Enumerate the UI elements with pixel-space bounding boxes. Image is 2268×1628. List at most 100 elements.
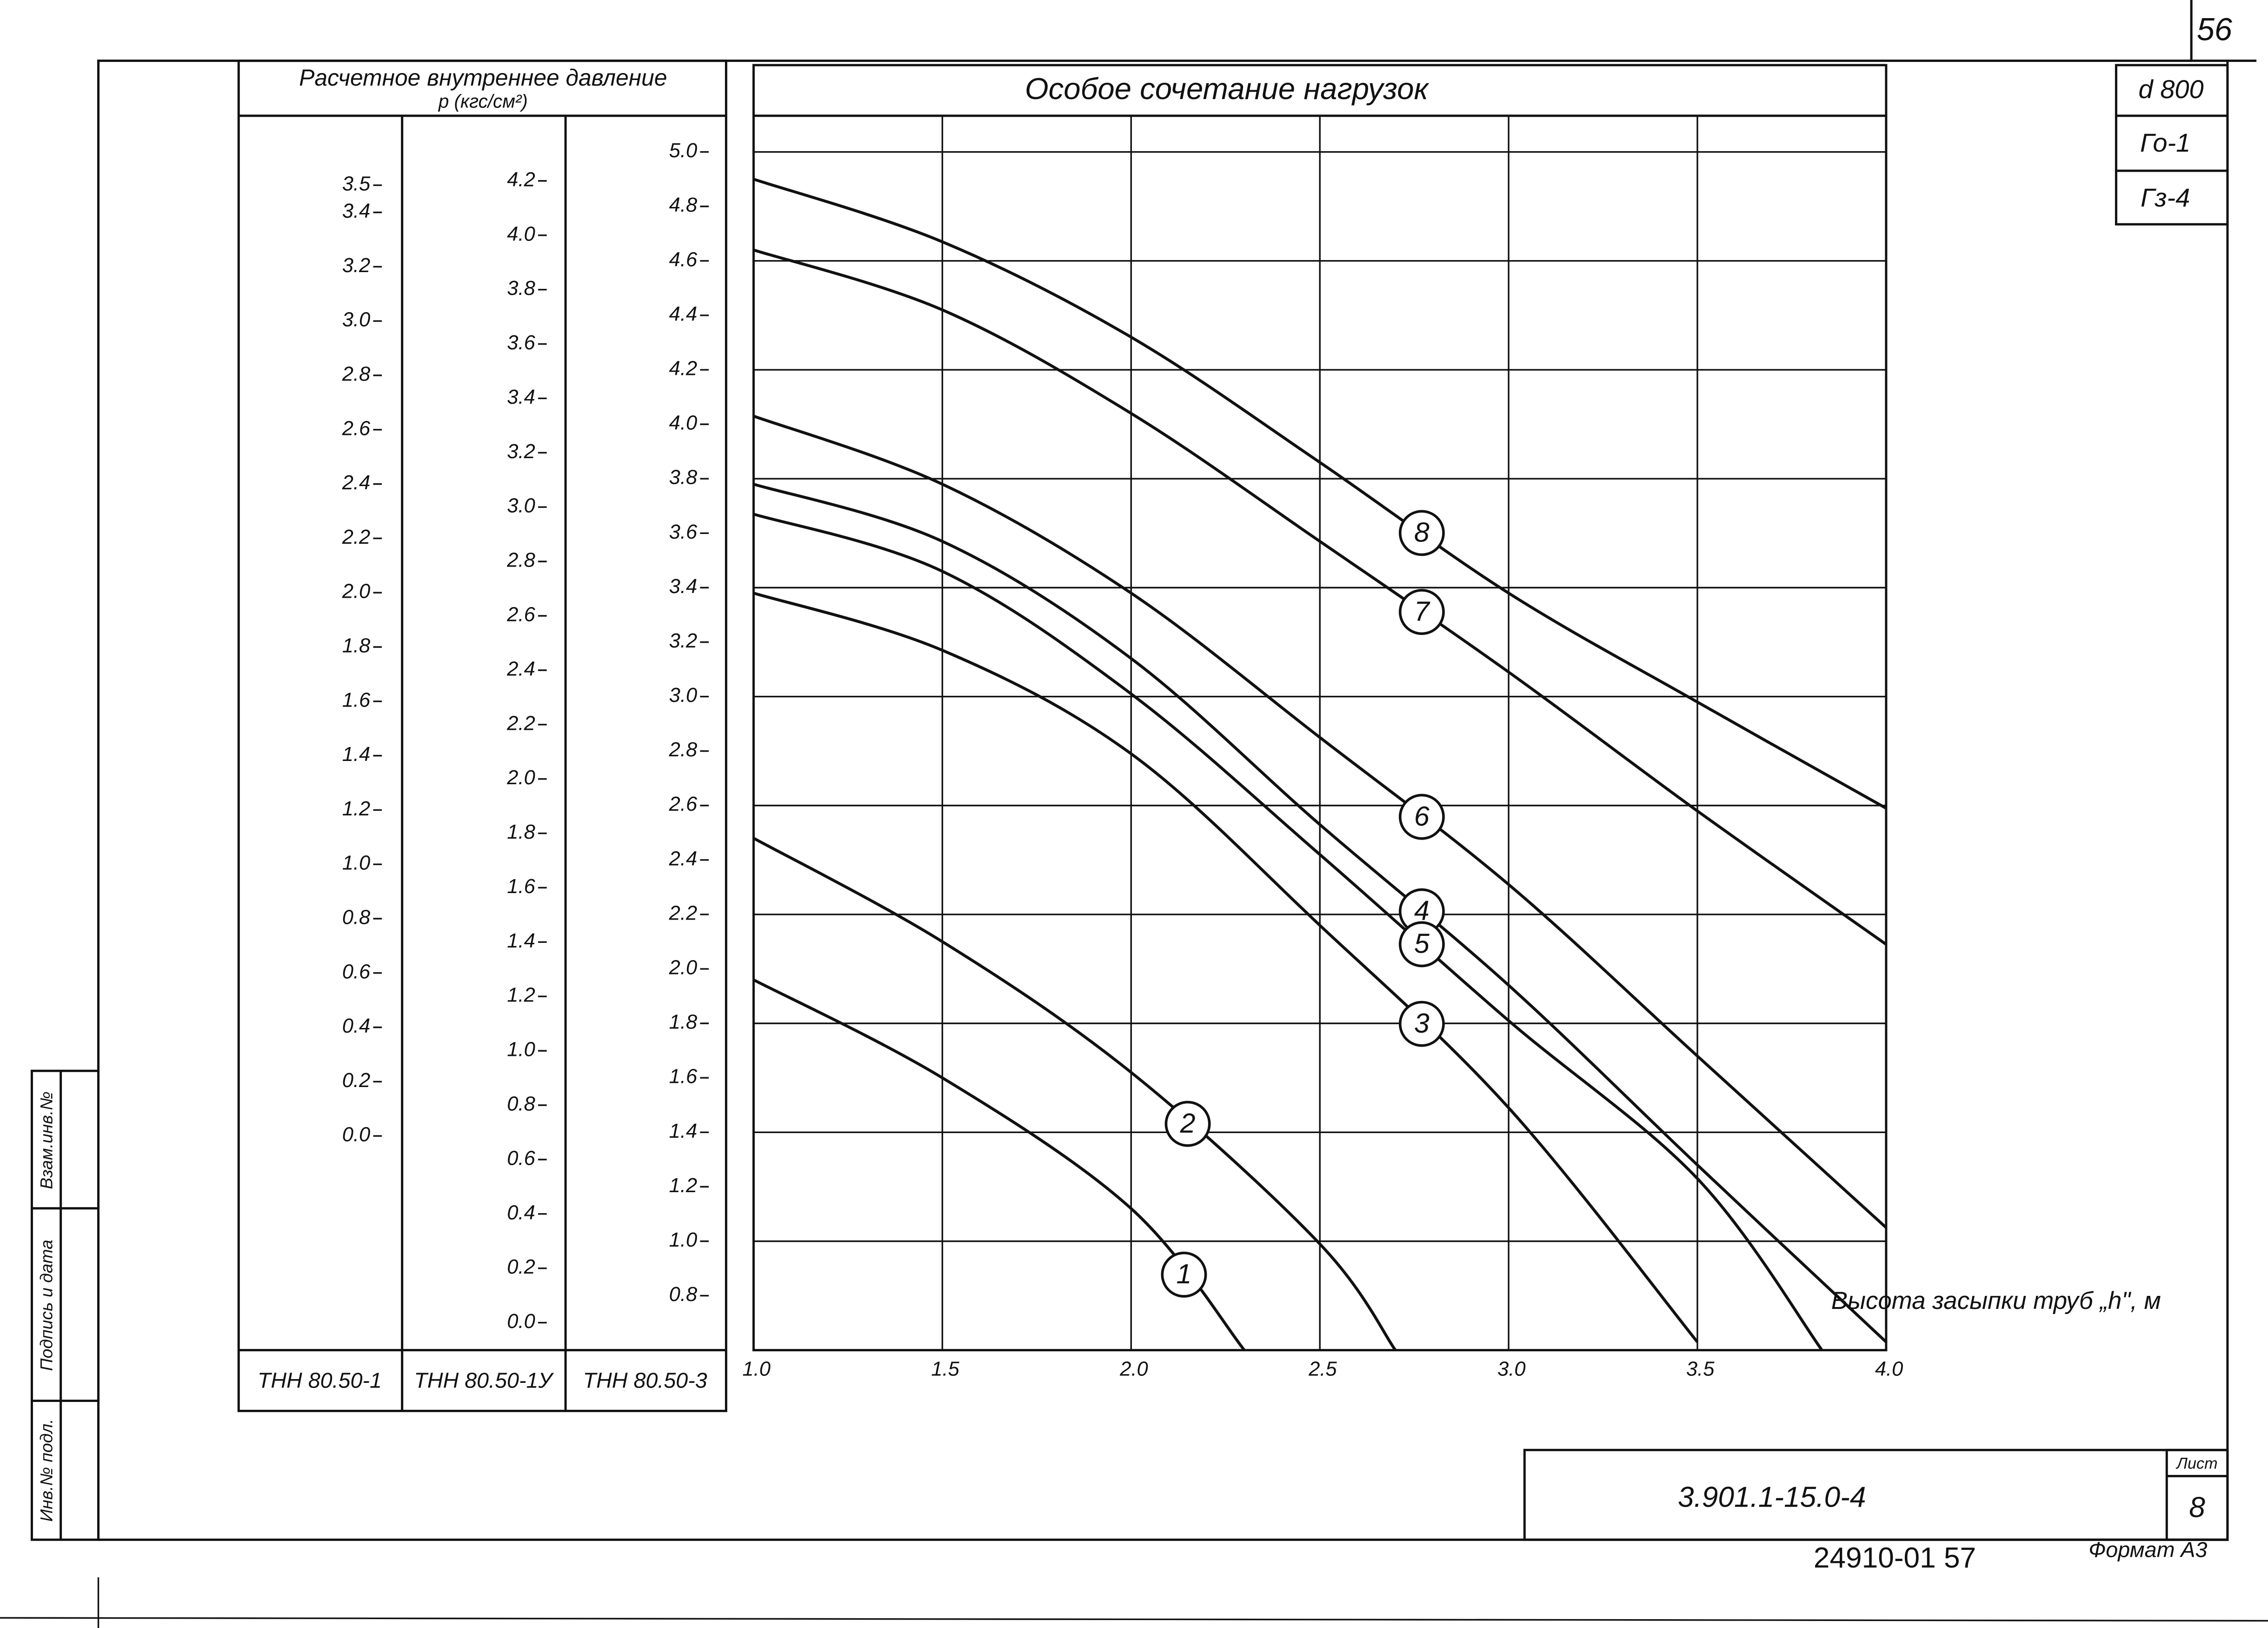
pressure-table [237, 60, 727, 1412]
y-tick-label: 2.8 [342, 363, 371, 386]
x-tick-label: 1.0 [742, 1358, 771, 1381]
y-tick-label: 4.8 [669, 194, 698, 216]
curve [753, 248, 1887, 946]
y-tick-label: 3.0 [342, 309, 371, 331]
curve-label: 2 [1180, 1108, 1196, 1139]
y-tick-label: 1.0 [669, 1229, 698, 1251]
y-tick-label: 0.0 [507, 1310, 535, 1333]
y-tick-label: 2.2 [506, 712, 535, 734]
y-tick-label: 1.8 [342, 635, 371, 657]
curve-label-circle [1161, 1251, 1207, 1298]
curve-label: 8 [1414, 517, 1430, 548]
y-tick-label: 0.2 [342, 1069, 371, 1092]
sheet-number: 8 [2189, 1491, 2205, 1523]
scale-label: ТНН 80.50-3 [583, 1368, 707, 1392]
document-code: 3.901.1-15.0-4 [1678, 1481, 1866, 1514]
y-tick-label: 2.8 [506, 549, 535, 572]
curve-label-circle [1398, 510, 1445, 556]
y-tick-label: 1.2 [669, 1174, 698, 1197]
y-tick-label: 1.2 [507, 984, 535, 1007]
y-tick-label: 0.8 [669, 1283, 698, 1306]
y-tick-label: 3.4 [342, 200, 371, 222]
stamp-label: Взам.инв.№ [37, 1092, 56, 1189]
curve-label-circle [1398, 1001, 1445, 1047]
curve [753, 978, 1246, 1351]
x-tick-label: 4.0 [1875, 1358, 1903, 1381]
tag: Гз-4 [2141, 183, 2190, 212]
y-tick-label: 2.8 [669, 739, 698, 761]
format-label: Формат А3 [2088, 1537, 2207, 1561]
sheet-label: Лист [2176, 1455, 2218, 1472]
x-tick-label: 3.0 [1497, 1358, 1526, 1381]
y-tick-label: 4.4 [669, 303, 698, 325]
y-tick-label: 0.6 [342, 961, 371, 983]
y-tick-label: 3.8 [507, 277, 535, 300]
x-tick-label: 2.5 [1308, 1358, 1337, 1381]
y-tick-label: 0.0 [342, 1124, 371, 1146]
y-tick-label: 1.0 [507, 1039, 535, 1061]
y-tick-label: 2.2 [669, 902, 698, 924]
y-tick-label: 1.6 [507, 875, 535, 898]
y-tick-label: 0.6 [507, 1147, 535, 1169]
y-tick-label: 2.4 [669, 847, 698, 870]
pressure-unit: р (кгс/см²) [438, 91, 528, 112]
x-tick-label: 3.5 [1686, 1358, 1715, 1381]
y-tick-label: 3.8 [669, 467, 698, 489]
y-tick-label: 4.2 [507, 168, 535, 191]
y-tick-label: 3.0 [507, 495, 535, 517]
curve-label: 7 [1414, 595, 1430, 627]
trim-line [0, 1617, 2268, 1622]
curve-label: 3 [1414, 1007, 1430, 1039]
sheet-box [2165, 1448, 2229, 1541]
stamp-label: Подпись и дата [37, 1240, 56, 1371]
y-tick-label: 2.6 [669, 793, 698, 815]
y-tick-label: 1.6 [342, 689, 371, 711]
tag: d 800 [2139, 74, 2204, 104]
scale-label: ТНН 80.50-1У [414, 1368, 554, 1392]
y-tick-label: 4.6 [669, 248, 698, 271]
y-tick-label: 3.2 [342, 254, 371, 277]
page-number: 56 [2197, 12, 2233, 47]
y-tick-label: 2.0 [506, 767, 535, 789]
curve-label: 1 [1176, 1258, 1191, 1289]
curve [753, 414, 1887, 1229]
y-tick-label: 2.0 [669, 957, 698, 979]
y-tick-label: 3.6 [507, 332, 535, 354]
tag-box [2115, 64, 2229, 226]
x-tick-label: 2.0 [1119, 1358, 1148, 1381]
y-tick-label: 4.2 [669, 358, 698, 380]
y-tick-label: 3.2 [507, 440, 535, 463]
y-tick-label: 4.0 [669, 412, 698, 434]
y-tick-label: 1.4 [342, 743, 371, 766]
y-tick-label: 0.4 [342, 1015, 371, 1037]
y-tick-label: 1.8 [507, 821, 535, 843]
y-tick-label: 0.8 [507, 1093, 535, 1115]
y-tick-label: 2.4 [342, 472, 371, 494]
tag: Го-1 [2140, 128, 2190, 157]
frame-border [2190, 0, 2257, 62]
y-tick-label: 3.0 [669, 684, 698, 707]
curve [753, 513, 1823, 1351]
y-tick-label: 2.0 [342, 580, 371, 603]
curve-label-circle [1164, 1101, 1211, 1147]
curve-label: 4 [1414, 895, 1430, 926]
table-border [237, 60, 727, 1412]
stamp-box [30, 1069, 100, 1541]
y-tick-label: 3.2 [669, 630, 698, 652]
scale-label: ТНН 80.50-1 [258, 1368, 382, 1392]
y-tick-label: 1.6 [669, 1066, 698, 1088]
x-axis-label: Высота засыпки труб „h", м [1831, 1287, 2161, 1314]
y-tick-label: 3.5 [342, 173, 371, 195]
x-tick-label: 1.5 [931, 1358, 959, 1381]
y-tick-label: 2.4 [506, 658, 535, 680]
frame-border [97, 60, 2192, 1540]
curve-label: 6 [1414, 801, 1430, 832]
y-tick-label: 0.8 [342, 907, 371, 929]
y-tick-label: 2.6 [506, 603, 535, 626]
y-tick-label: 0.4 [507, 1201, 535, 1224]
y-tick-label: 0.2 [507, 1256, 535, 1278]
curve-label-circle [1398, 921, 1445, 967]
curve [753, 592, 1699, 1343]
